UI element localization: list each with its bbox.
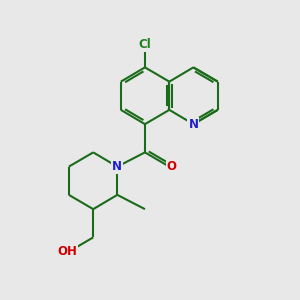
Text: N: N [112, 160, 122, 173]
Text: Cl: Cl [139, 38, 151, 51]
Text: O: O [167, 160, 177, 173]
Text: OH: OH [57, 245, 77, 258]
Text: N: N [188, 118, 198, 130]
